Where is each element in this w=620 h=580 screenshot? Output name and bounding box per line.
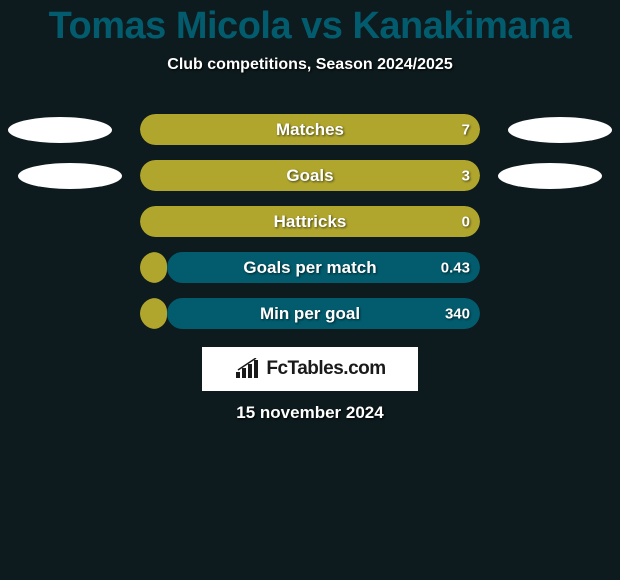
player-right-marker (498, 163, 602, 189)
subtitle: Club competitions, Season 2024/2025 (0, 56, 620, 74)
stat-row: Hattricks0 (0, 206, 620, 237)
player-left-marker (18, 163, 122, 189)
date-text: 15 november 2024 (0, 403, 620, 423)
logo-box[interactable]: FcTables.com (202, 347, 418, 391)
stat-value-right: 0.43 (441, 259, 470, 276)
stat-bar: Min per goal340 (140, 298, 480, 329)
stat-bar: Matches7 (140, 114, 480, 145)
stat-label: Goals (140, 166, 480, 186)
stat-row: Min per goal340 (0, 298, 620, 329)
stat-bar: Goals3 (140, 160, 480, 191)
stat-value-right: 7 (462, 121, 470, 138)
stat-label: Matches (140, 120, 480, 140)
chart-icon (234, 358, 260, 380)
player-left-marker (8, 117, 112, 143)
stat-value-right: 340 (445, 305, 470, 322)
stat-bar: Hattricks0 (140, 206, 480, 237)
stats-area: Matches7Goals3Hattricks0Goals per match0… (0, 114, 620, 329)
logo-text: FcTables.com (266, 358, 385, 380)
stat-value-right: 0 (462, 213, 470, 230)
player-right-marker (508, 117, 612, 143)
stat-row: Goals3 (0, 160, 620, 191)
stat-label: Hattricks (140, 212, 480, 232)
stat-label: Goals per match (140, 258, 480, 278)
stat-bar: Goals per match0.43 (140, 252, 480, 283)
stat-row: Matches7 (0, 114, 620, 145)
stat-row: Goals per match0.43 (0, 252, 620, 283)
page-title: Tomas Micola vs Kanakimana (0, 5, 620, 48)
stat-label: Min per goal (140, 304, 480, 324)
comparison-container: Tomas Micola vs Kanakimana Club competit… (0, 0, 620, 423)
stat-value-right: 3 (462, 167, 470, 184)
